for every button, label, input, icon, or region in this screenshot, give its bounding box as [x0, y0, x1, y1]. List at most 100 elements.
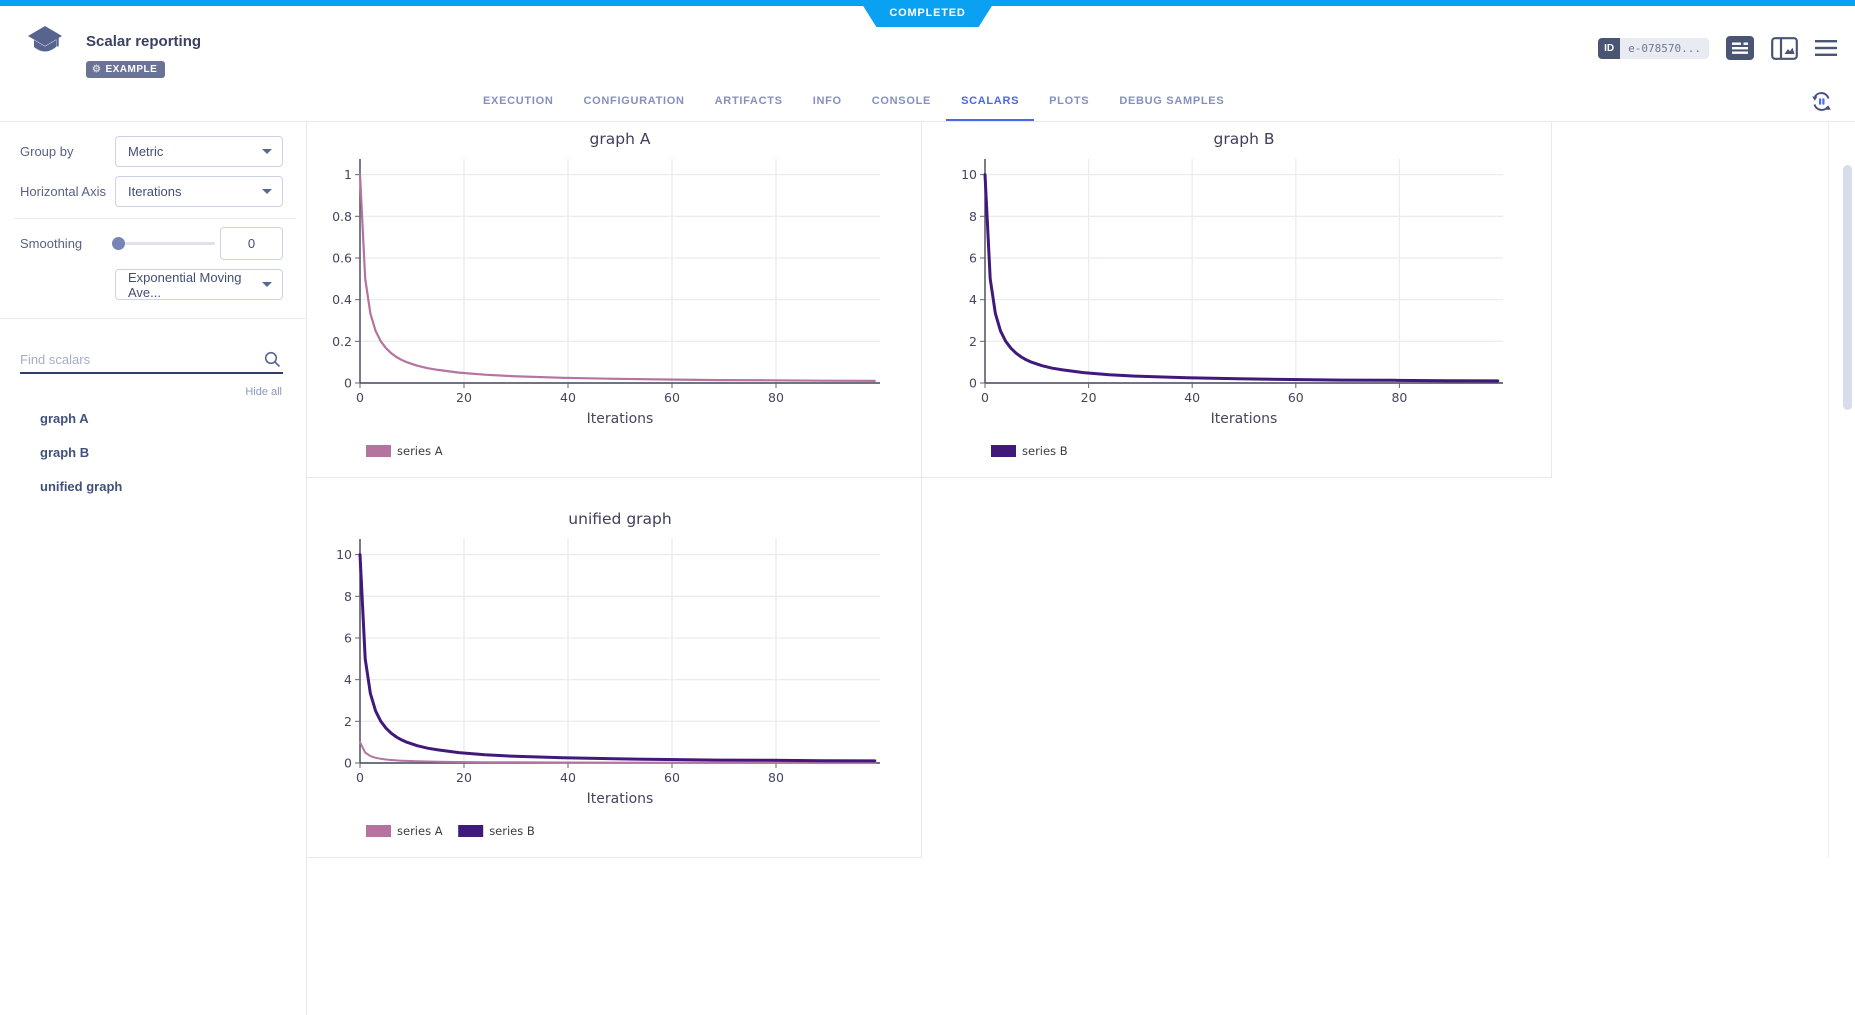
menu-button[interactable]: [1815, 39, 1837, 57]
scalar-item-graph-a[interactable]: graph A: [40, 411, 89, 426]
search-input[interactable]: [20, 346, 250, 372]
gear-icon: ⚙: [92, 64, 102, 75]
series-line-series-a: [358, 173, 876, 382]
legend-swatch: [458, 825, 484, 837]
chart-graph-b: 0 20 40 60 80 0 2 4 6 8 10 graph B Iterations series …: [961, 130, 1503, 458]
smoothing-value-input[interactable]: [220, 227, 283, 260]
slider-track: [112, 242, 215, 245]
legend-label: series B: [489, 824, 535, 838]
x-tick-label: 80: [1391, 390, 1407, 405]
legend-label: series B: [1022, 444, 1068, 458]
y-tick-label: 0.2: [332, 334, 352, 349]
hide-all-link[interactable]: Hide all: [245, 386, 282, 398]
group-by-select[interactable]: Metric: [115, 136, 283, 167]
group-by-label: Group by: [20, 144, 74, 159]
legend-swatch: [366, 825, 391, 837]
horizontal-axis-label: Horizontal Axis: [20, 184, 106, 199]
details-icon: [1726, 36, 1754, 60]
auto-refresh-button[interactable]: [1810, 90, 1833, 113]
tab-scalars[interactable]: SCALARS: [946, 83, 1035, 121]
chart-title: unified graph: [568, 510, 671, 528]
charts-area: 0 20 40 60 80 0 0.2 0.4 0.6 0.8 1 graph A Iterations…: [307, 122, 1855, 1015]
legend-item-series-a[interactable]: series A: [366, 444, 443, 458]
main-content: Group by Metric Horizontal Axis Iteratio…: [0, 122, 1855, 1015]
chart-title: graph B: [1214, 130, 1275, 148]
series-line-series-b: [358, 553, 877, 763]
x-tick-label: 80: [768, 770, 784, 785]
chevron-down-icon: [262, 189, 272, 194]
x-tick-label: 40: [560, 770, 576, 785]
group-by-value: Metric: [128, 144, 164, 159]
y-tick-label: 0.8: [332, 209, 352, 224]
y-tick-label: 2: [969, 334, 977, 349]
y-tick-label: 8: [344, 589, 352, 604]
hamburger-menu-icon: [1815, 40, 1837, 56]
y-tick-label: 6: [969, 250, 977, 265]
x-tick-label: 40: [1184, 390, 1200, 405]
example-badge-label: EXAMPLE: [105, 64, 158, 75]
scalar-item-graph-b[interactable]: graph B: [40, 445, 90, 460]
brand: Scalar reporting ⚙ EXAMPLE: [24, 22, 201, 78]
split-view-button[interactable]: [1771, 36, 1798, 60]
x-tick-label: 60: [1288, 390, 1304, 405]
tab-info[interactable]: INFO: [812, 95, 842, 107]
horizontal-axis-value: Iterations: [128, 184, 182, 199]
x-tick-label: 20: [1081, 390, 1097, 405]
slider-thumb[interactable]: [112, 237, 125, 250]
horizontal-axis-select[interactable]: Iterations: [115, 176, 283, 207]
scalars-sidebar: Group by Metric Horizontal Axis Iteratio…: [0, 122, 307, 1015]
y-tick-label: 10: [961, 167, 977, 182]
id-badge: ID: [1598, 37, 1621, 59]
legend-item-series-a[interactable]: series A: [366, 824, 443, 838]
chart-unified-graph: 0 20 40 60 80 0 2 4 6 8 10 unified graph Iterations s…: [336, 510, 880, 838]
tab-configuration[interactable]: CONFIGURATION: [583, 95, 685, 107]
tab-debug-samples[interactable]: DEBUG SAMPLES: [1119, 95, 1225, 107]
chart-title: graph A: [590, 130, 651, 148]
x-tick-label: 40: [560, 390, 576, 405]
tab-bar: EXECUTION CONFIGURATION ARTIFACTS INFO C…: [468, 83, 1239, 121]
x-tick-label: 60: [664, 770, 680, 785]
chart-graph-a: 0 20 40 60 80 0 0.2 0.4 0.6 0.8 1 graph A Iterations…: [332, 130, 880, 458]
task-id-chip[interactable]: ID e-078570...: [1598, 37, 1709, 59]
y-tick-label: 0.4: [332, 292, 352, 307]
y-tick-label: 0.6: [332, 250, 352, 265]
legend-item-series-b[interactable]: series B: [991, 444, 1068, 458]
header-actions: ID e-078570...: [1598, 36, 1837, 60]
chart-card-graph-b: 0 20 40 60 80 0 2 4 6 8 10 graph B Iterations series …: [922, 122, 1552, 478]
x-axis-label: Iterations: [587, 411, 654, 427]
smoothing-slider[interactable]: [112, 237, 215, 250]
sidebar-divider: [0, 318, 306, 319]
scalar-list: graph A graph B unified graph: [40, 409, 296, 511]
tab-plots[interactable]: PLOTS: [1049, 95, 1090, 107]
y-tick-label: 8: [969, 209, 977, 224]
scalar-search: [20, 346, 283, 374]
tab-artifacts[interactable]: ARTIFACTS: [714, 95, 783, 107]
smoothing-method-select[interactable]: Exponential Moving Ave...: [115, 269, 283, 300]
x-axis-label: Iterations: [1211, 411, 1278, 427]
x-tick-label: 80: [768, 390, 784, 405]
x-tick-label: 0: [356, 390, 364, 405]
smoothing-label: Smoothing: [20, 236, 83, 251]
scalar-item-unified-graph[interactable]: unified graph: [40, 479, 123, 494]
legend-swatch: [366, 445, 391, 457]
legend-swatch: [991, 445, 1016, 457]
y-tick-label: 6: [344, 630, 352, 645]
page-title: Scalar reporting: [86, 33, 202, 50]
y-tick-label: 2: [344, 714, 352, 729]
x-axis-label: Iterations: [587, 791, 654, 807]
tab-execution[interactable]: EXECUTION: [483, 95, 554, 107]
x-tick-label: 60: [664, 390, 680, 405]
y-tick-label: 0: [969, 376, 977, 391]
tab-console[interactable]: CONSOLE: [871, 95, 932, 107]
sidebar-divider: [14, 218, 296, 219]
legend-label: series A: [397, 824, 443, 838]
y-tick-label: 0: [344, 376, 352, 391]
id-value: e-078570...: [1620, 37, 1709, 59]
y-tick-label: 4: [969, 292, 977, 307]
details-panel-button[interactable]: [1726, 36, 1754, 60]
vertical-scrollbar[interactable]: [1843, 165, 1852, 410]
chevron-down-icon: [262, 149, 272, 154]
legend-label: series A: [397, 444, 443, 458]
legend-item-series-b[interactable]: series B: [458, 824, 535, 838]
